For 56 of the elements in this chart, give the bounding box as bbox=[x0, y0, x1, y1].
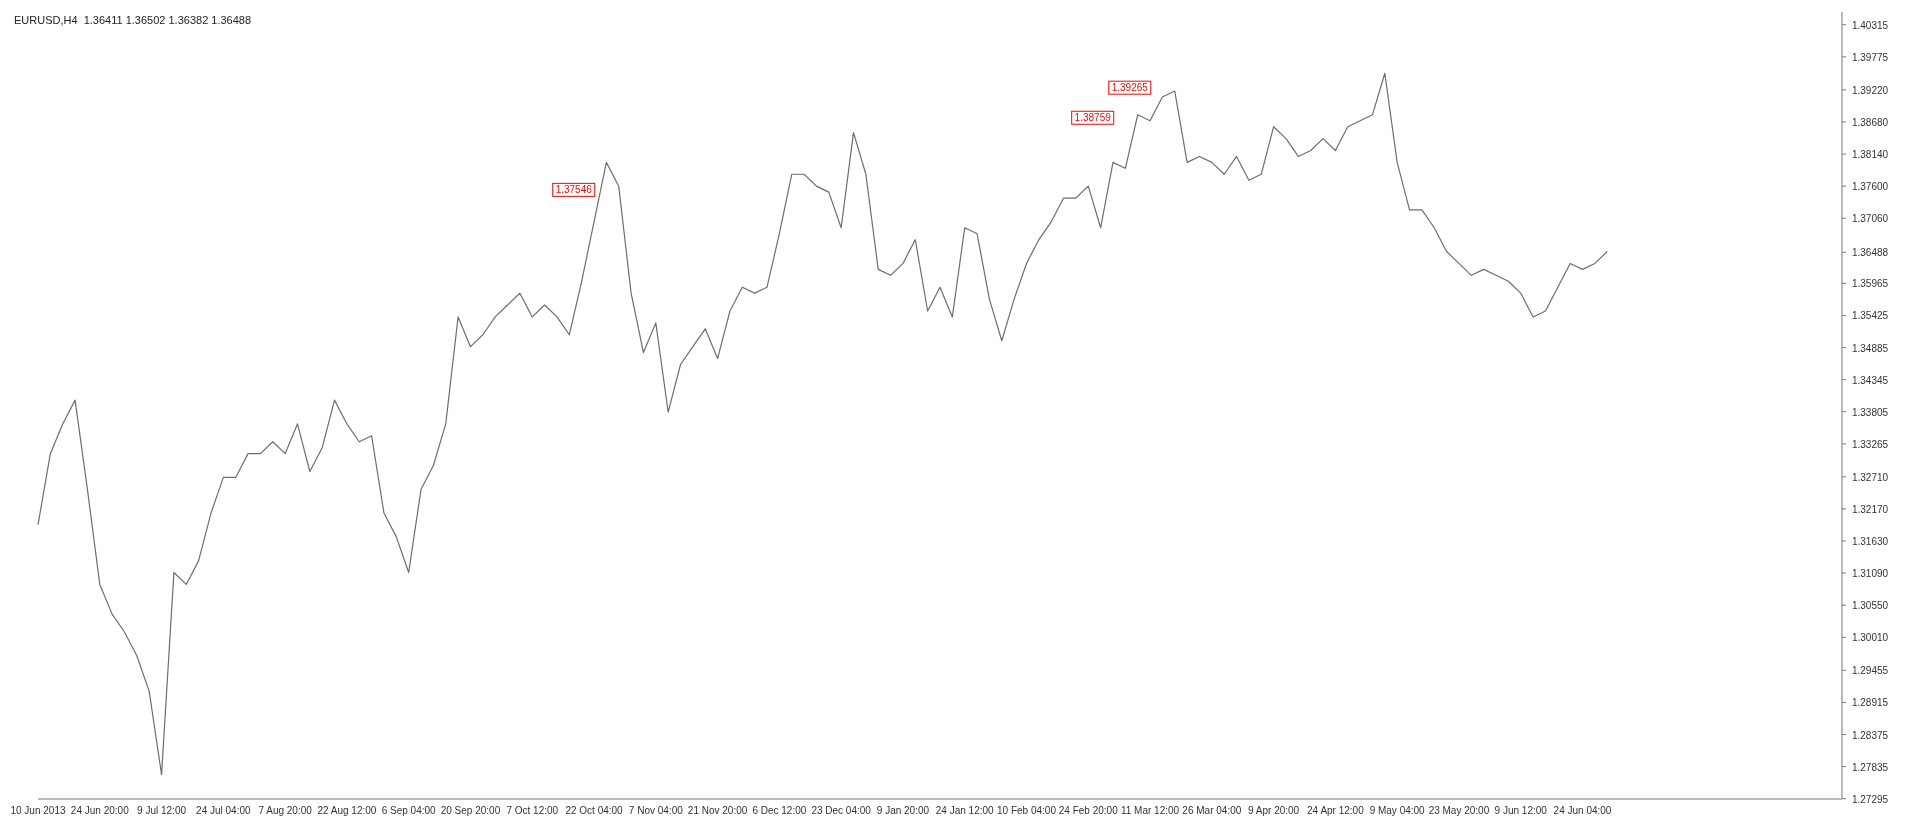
x-tick-label: 7 Nov 04:00 bbox=[628, 805, 684, 817]
x-tick-label: 9 May 04:00 bbox=[1369, 805, 1426, 817]
y-tick-label: 1.33265 bbox=[1851, 438, 1889, 450]
chart-title: EURUSD,H4 1.36411 1.36502 1.36382 1.36488 bbox=[14, 14, 252, 26]
x-tick-label: 26 Mar 04:00 bbox=[1182, 805, 1242, 817]
x-tick-label: 9 Jul 12:00 bbox=[137, 805, 187, 817]
x-tick-label: 24 Jul 04:00 bbox=[196, 805, 252, 817]
x-tick-label: 24 Jan 12:00 bbox=[935, 805, 995, 817]
x-tick-label: 20 Sep 20:00 bbox=[440, 805, 501, 817]
x-tick-label: 6 Sep 04:00 bbox=[381, 805, 437, 817]
line-series bbox=[37, 72, 1608, 776]
y-tick-label: 1.35965 bbox=[1851, 278, 1889, 290]
x-tick-label: 22 Oct 04:00 bbox=[565, 805, 624, 817]
y-tick-label: 1.40315 bbox=[1851, 19, 1889, 31]
x-tick-label: 6 Dec 12:00 bbox=[752, 805, 807, 817]
x-tick-label: 11 Mar 12:00 bbox=[1120, 805, 1180, 817]
x-tick-label: 10 Jun 2013 bbox=[10, 805, 66, 817]
y-tick-label: 1.28915 bbox=[1851, 697, 1889, 709]
y-tick-label: 1.30550 bbox=[1851, 600, 1889, 612]
y-tick-label: 1.32170 bbox=[1851, 503, 1889, 515]
annotation: 1.38759 bbox=[1074, 112, 1112, 124]
y-tick-label: 1.29455 bbox=[1851, 665, 1889, 677]
x-tick-label: 22 Aug 12:00 bbox=[317, 805, 377, 817]
y-tick-label: 1.32710 bbox=[1851, 471, 1889, 483]
x-tick-label: 9 Jan 20:00 bbox=[876, 805, 930, 817]
y-tick-label: 1.34345 bbox=[1851, 374, 1889, 386]
y-tick-label: 1.37060 bbox=[1851, 213, 1889, 225]
x-tick-label: 23 May 20:00 bbox=[1428, 805, 1490, 817]
y-tick-label: 1.36488 bbox=[1851, 247, 1889, 259]
y-tick-label: 1.39220 bbox=[1851, 84, 1889, 96]
x-tick-label: 23 Dec 04:00 bbox=[811, 805, 872, 817]
x-tick-label: 24 Jun 04:00 bbox=[1553, 805, 1612, 817]
y-tick-label: 1.33805 bbox=[1851, 406, 1889, 418]
y-tick-label: 1.31090 bbox=[1851, 568, 1889, 580]
y-tick-label: 1.37600 bbox=[1851, 181, 1889, 193]
y-tick-label: 1.38140 bbox=[1851, 149, 1889, 161]
x-tick-label: 9 Apr 20:00 bbox=[1248, 805, 1300, 817]
x-tick-label: 24 Jun 20:00 bbox=[70, 805, 130, 817]
x-tick-label: 24 Apr 12:00 bbox=[1307, 805, 1365, 817]
y-tick-label: 1.31630 bbox=[1851, 536, 1889, 548]
y-tick-label: 1.28375 bbox=[1851, 729, 1889, 741]
annotation: 1.39265 bbox=[1111, 82, 1149, 94]
y-tick-label: 1.30010 bbox=[1851, 632, 1889, 644]
annotation: 1.37546 bbox=[555, 184, 593, 196]
x-tick-label: 7 Oct 12:00 bbox=[506, 805, 559, 817]
y-tick-label: 1.35425 bbox=[1851, 310, 1889, 322]
y-tick-label: 1.27835 bbox=[1851, 761, 1889, 773]
x-tick-label: 7 Aug 20:00 bbox=[258, 805, 313, 817]
y-tick-label: 1.38680 bbox=[1851, 116, 1889, 128]
x-tick-label: 9 Jun 12:00 bbox=[1494, 805, 1548, 817]
x-tick-label: 10 Feb 04:00 bbox=[997, 805, 1057, 817]
y-tick-label: 1.27295 bbox=[1851, 793, 1889, 805]
x-tick-label: 21 Nov 20:00 bbox=[687, 805, 748, 817]
y-tick-label: 1.39775 bbox=[1851, 51, 1889, 63]
x-tick-label: 24 Feb 20:00 bbox=[1058, 805, 1119, 817]
y-tick-label: 1.34885 bbox=[1851, 342, 1889, 354]
